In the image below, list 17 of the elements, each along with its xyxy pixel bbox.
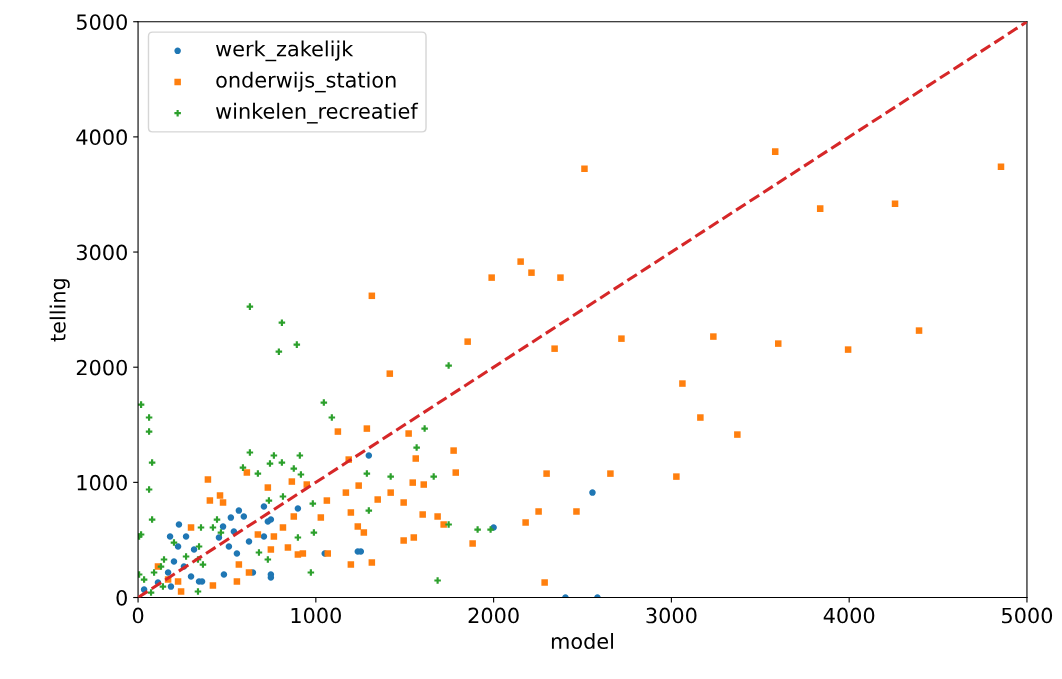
y-tick-label: 2000 bbox=[76, 359, 127, 376]
y-tick-label: 3000 bbox=[76, 244, 127, 261]
legend-label: onderwijs_station bbox=[216, 71, 396, 93]
x-tick-label: 4000 bbox=[823, 607, 875, 624]
x-axis-title: model bbox=[551, 632, 613, 650]
y-tick-label: 5000 bbox=[76, 14, 127, 30]
legend-label: winkelen_recreatief bbox=[216, 102, 419, 124]
y-axis-title: telling bbox=[49, 279, 70, 342]
y-tick-label: 4000 bbox=[76, 129, 127, 146]
x-tick-label: 1000 bbox=[291, 607, 341, 624]
x-tick-label: 5000 bbox=[1002, 607, 1053, 624]
x-tick-label: 3000 bbox=[646, 607, 697, 624]
x-tick-label: 2000 bbox=[468, 607, 519, 624]
legend-label: werk_zakelijk bbox=[216, 40, 354, 62]
x-tick-label: 0 bbox=[132, 607, 144, 624]
y-tick-label: 0 bbox=[116, 589, 127, 606]
y-tick-label: 1000 bbox=[77, 474, 127, 491]
